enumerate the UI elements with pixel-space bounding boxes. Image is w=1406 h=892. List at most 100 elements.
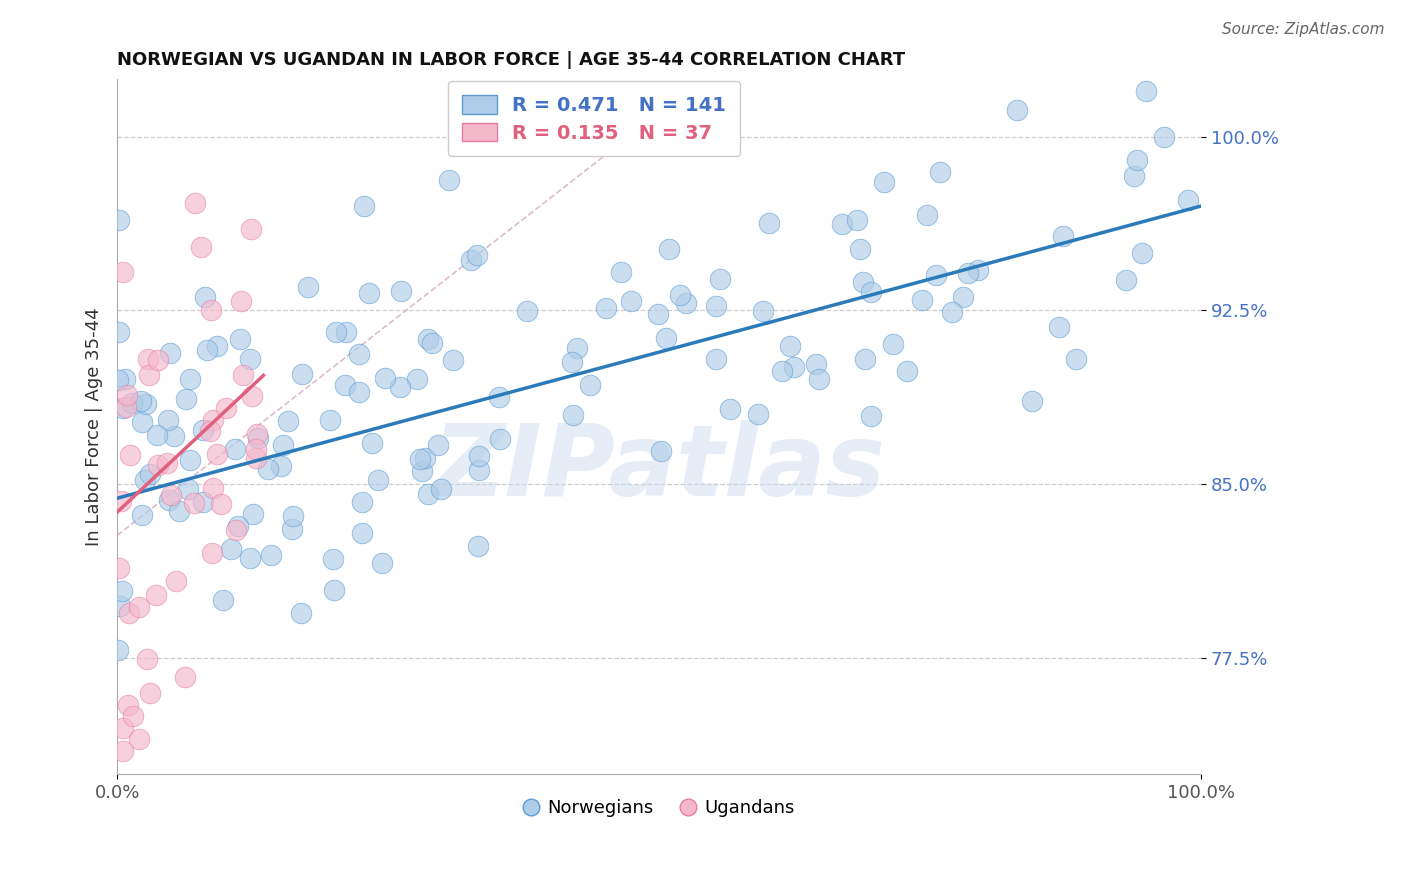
Point — [108, 325, 131, 339]
Point — [110, 494, 132, 508]
Point — [655, 331, 678, 345]
Point — [439, 172, 461, 186]
Point — [173, 670, 195, 684]
Point — [322, 552, 344, 566]
Point — [718, 401, 741, 416]
Point — [1123, 169, 1146, 183]
Point — [245, 442, 267, 457]
Point — [406, 372, 429, 386]
Point — [319, 412, 342, 426]
Point — [1125, 153, 1147, 168]
Point — [353, 198, 375, 212]
Point — [361, 436, 384, 450]
Point — [157, 493, 180, 508]
Point — [239, 351, 262, 366]
Point — [516, 303, 538, 318]
Point — [595, 301, 617, 315]
Point — [747, 407, 769, 421]
Point — [157, 412, 180, 426]
Point — [853, 351, 876, 366]
Point — [200, 303, 222, 318]
Point — [281, 522, 304, 536]
Point — [145, 588, 167, 602]
Point — [413, 450, 436, 465]
Point — [114, 372, 136, 386]
Point — [325, 326, 347, 340]
Point — [257, 461, 280, 475]
Point — [135, 397, 157, 411]
Point — [167, 504, 190, 518]
Point — [860, 285, 883, 300]
Point — [347, 347, 370, 361]
Point — [191, 423, 214, 437]
Point — [846, 213, 869, 227]
Point — [882, 336, 904, 351]
Point — [941, 305, 963, 319]
Point — [758, 216, 780, 230]
Point — [128, 600, 150, 615]
Point — [1135, 84, 1157, 98]
Point — [565, 341, 588, 355]
Point — [201, 546, 224, 560]
Point — [418, 332, 440, 346]
Point — [779, 339, 801, 353]
Point — [561, 354, 583, 368]
Point — [198, 425, 221, 439]
Point — [430, 482, 453, 496]
Text: ZIPatlas: ZIPatlas — [433, 419, 886, 516]
Point — [209, 497, 232, 511]
Point — [704, 352, 727, 367]
Point — [115, 388, 138, 402]
Point — [1005, 103, 1028, 117]
Point — [467, 539, 489, 553]
Point — [184, 196, 207, 211]
Point — [136, 652, 159, 666]
Point — [465, 248, 488, 262]
Point — [128, 732, 150, 747]
Point — [468, 463, 491, 477]
Point — [225, 523, 247, 537]
Point — [1047, 320, 1070, 334]
Point — [239, 551, 262, 566]
Point — [347, 384, 370, 399]
Point — [925, 268, 948, 282]
Point — [107, 373, 129, 387]
Point — [770, 364, 793, 378]
Point — [229, 293, 252, 308]
Point — [112, 401, 135, 416]
Point — [201, 413, 224, 427]
Point — [1064, 351, 1087, 366]
Point — [579, 377, 602, 392]
Point — [650, 443, 672, 458]
Point — [165, 574, 187, 589]
Legend: Norwegians, Ugandans: Norwegians, Ugandans — [516, 792, 801, 824]
Point — [202, 481, 225, 495]
Point — [388, 379, 411, 393]
Point — [183, 496, 205, 510]
Point — [1153, 130, 1175, 145]
Point — [131, 508, 153, 522]
Point — [409, 451, 432, 466]
Point — [389, 284, 412, 298]
Point — [195, 343, 218, 358]
Point — [191, 495, 214, 509]
Point — [247, 431, 270, 445]
Point — [704, 299, 727, 313]
Point — [156, 456, 179, 470]
Point — [205, 447, 228, 461]
Point — [226, 518, 249, 533]
Point — [367, 473, 389, 487]
Point — [246, 426, 269, 441]
Point — [860, 409, 883, 423]
Point — [488, 390, 510, 404]
Point — [229, 332, 252, 346]
Point — [115, 400, 138, 414]
Point — [291, 368, 314, 382]
Point — [108, 212, 131, 227]
Text: Source: ZipAtlas.com: Source: ZipAtlas.com — [1222, 22, 1385, 37]
Point — [647, 307, 669, 321]
Point — [620, 293, 643, 308]
Point — [1052, 228, 1074, 243]
Point — [371, 556, 394, 570]
Point — [277, 414, 299, 428]
